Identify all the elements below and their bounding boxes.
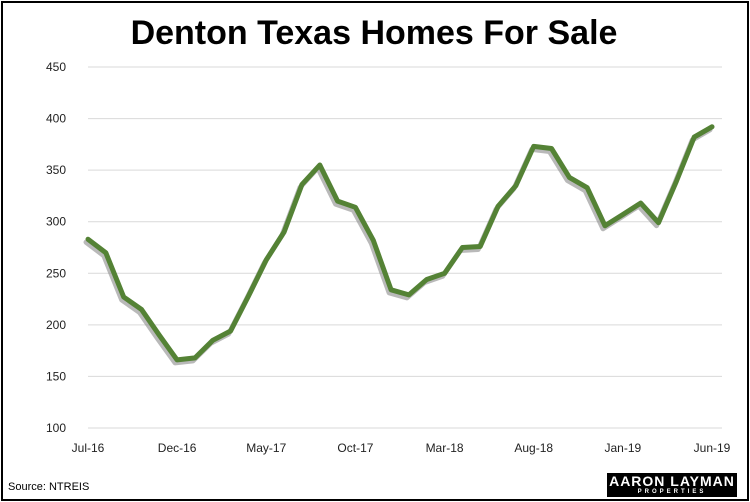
y-axis-tick-labels: 100 150 200 250 300 350 400 450 xyxy=(46,60,66,435)
y-tick-label: 450 xyxy=(46,60,66,74)
chart-title: Denton Texas Homes For Sale xyxy=(130,14,618,52)
x-tick-label: Dec-16 xyxy=(158,441,197,455)
y-tick-label: 200 xyxy=(46,318,66,332)
logo-text: AARON LAYMAN xyxy=(609,473,735,489)
series-line-0 xyxy=(85,124,715,363)
company-logo: AARON LAYMAN PROPERTIES xyxy=(607,473,737,497)
x-axis-tick-labels: Jul-16 Dec-16 May-17 Oct-17 Mar-18 Aug-18 Jan-… xyxy=(72,441,731,455)
series-lines xyxy=(83,124,715,366)
x-tick-label: Aug-18 xyxy=(514,441,553,455)
series-line-shadow xyxy=(83,127,713,366)
y-tick-label: 350 xyxy=(46,163,66,177)
y-tick-label: 100 xyxy=(46,421,66,435)
y-tick-label: 400 xyxy=(46,112,66,126)
y-tick-label: 250 xyxy=(46,266,66,280)
x-tick-label: Oct-17 xyxy=(337,441,373,455)
x-tick-label: Jun-19 xyxy=(694,441,731,455)
y-tick-label: 300 xyxy=(46,215,66,229)
x-tick-label: Jan-19 xyxy=(605,441,642,455)
x-tick-label: Jul-16 xyxy=(72,441,105,455)
source-note: Source: NTREIS xyxy=(8,481,90,493)
x-tick-label: Mar-18 xyxy=(426,441,464,455)
x-tick-label: May-17 xyxy=(246,441,286,455)
gridlines xyxy=(88,66,722,429)
y-tick-label: 150 xyxy=(46,369,66,383)
logo-subtext: PROPERTIES xyxy=(637,489,707,495)
